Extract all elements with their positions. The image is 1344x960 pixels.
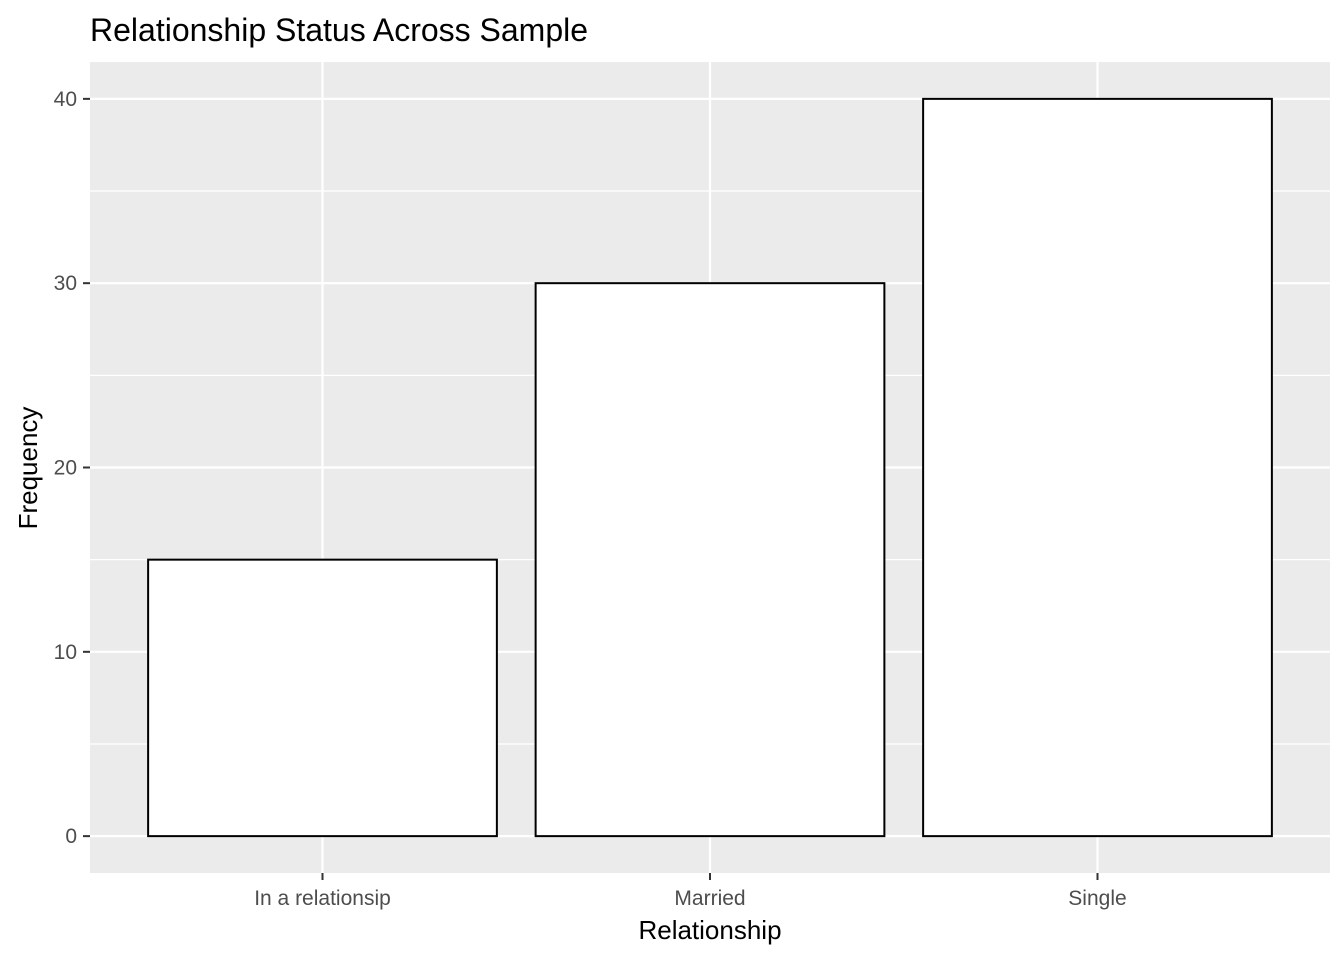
x-tick-label: Single (1068, 887, 1126, 910)
y-tick-label: 40 (54, 88, 77, 111)
x-axis-title: Relationship (638, 915, 781, 945)
bar-married (534, 282, 886, 838)
bars (147, 97, 1273, 838)
y-tick-label: 10 (54, 641, 77, 664)
x-tick-label: In a relationsip (254, 887, 391, 910)
y-axis-title: Frequency (13, 407, 43, 530)
bar-in-a-relationsip (147, 558, 498, 838)
y-tick-label: 0 (65, 825, 77, 848)
x-axis: In a relationsip Married Single (254, 873, 1127, 910)
y-tick-label: 30 (54, 272, 77, 295)
y-tick-label: 20 (54, 457, 77, 480)
x-tick-label: Married (674, 887, 745, 910)
y-axis: 0 10 20 30 40 (54, 88, 90, 848)
chart-title: Relationship Status Across Sample (90, 12, 588, 48)
bar-single (922, 97, 1273, 838)
